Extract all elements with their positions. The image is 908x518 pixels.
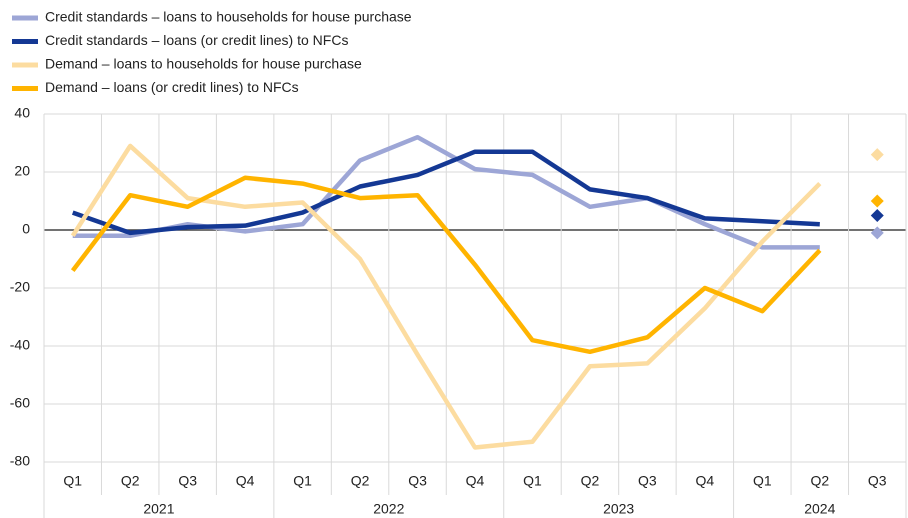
series-line bbox=[71, 149, 820, 236]
x-tick-label: Q1 bbox=[753, 473, 772, 489]
x-tick-label: Q1 bbox=[293, 473, 312, 489]
expected-marker bbox=[870, 194, 884, 208]
expected-marker bbox=[870, 148, 884, 162]
year-label: 2022 bbox=[373, 501, 404, 517]
x-tick-label: Q4 bbox=[236, 473, 255, 489]
year-label: 2021 bbox=[143, 501, 174, 517]
x-tick-label: Q2 bbox=[351, 473, 370, 489]
series-line bbox=[70, 175, 822, 355]
year-label: 2024 bbox=[804, 501, 835, 517]
y-tick-label: -60 bbox=[10, 395, 30, 411]
y-tick-label: 20 bbox=[14, 163, 30, 179]
x-tick-label: Q3 bbox=[178, 473, 197, 489]
legend-label: Credit standards – loans (or credit line… bbox=[45, 32, 348, 48]
legend-label: Demand – loans to households for house p… bbox=[45, 56, 362, 72]
y-tick-label: -20 bbox=[10, 279, 30, 295]
x-tick-label: Q2 bbox=[121, 473, 140, 489]
x-tick-label: Q2 bbox=[810, 473, 829, 489]
x-tick-label: Q2 bbox=[581, 473, 600, 489]
x-tick-label: Q1 bbox=[63, 473, 82, 489]
legend-label: Demand – loans (or credit lines) to NFCs bbox=[45, 79, 299, 95]
x-tick-label: Q4 bbox=[696, 473, 715, 489]
legend-label: Credit standards – loans to households f… bbox=[45, 9, 412, 25]
x-tick-label: Q4 bbox=[466, 473, 485, 489]
expected-marker bbox=[870, 209, 884, 222]
expected-marker bbox=[870, 226, 884, 240]
y-tick-label: 40 bbox=[14, 105, 30, 121]
x-tick-label: Q3 bbox=[638, 473, 657, 489]
y-tick-label: -40 bbox=[10, 337, 30, 353]
x-tick-label: Q3 bbox=[868, 473, 887, 489]
y-tick-label: -80 bbox=[10, 453, 30, 469]
x-tick-label: Q3 bbox=[408, 473, 427, 489]
year-label: 2023 bbox=[603, 501, 634, 517]
y-tick-label: 0 bbox=[22, 221, 30, 237]
x-tick-label: Q1 bbox=[523, 473, 542, 489]
